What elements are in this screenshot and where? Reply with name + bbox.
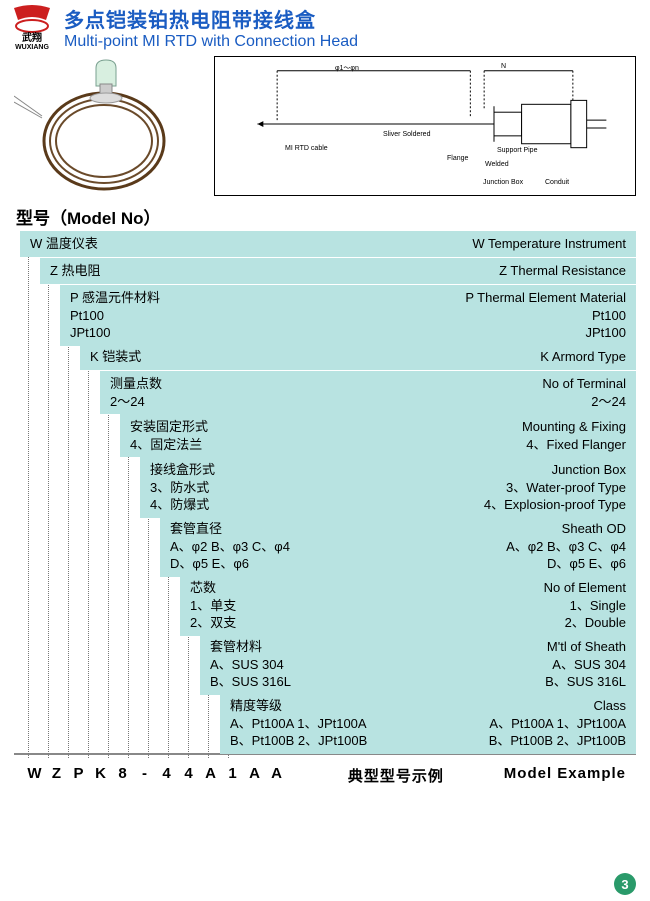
tree-row: 安装固定形式4、固定法兰 Mounting & Fixing4、Fixed Fla…	[14, 414, 636, 454]
tree-block: W 温度仪表 W Temperature Instrument	[20, 231, 636, 257]
block-left-text: 精度等级A、Pt100A 1、JPt100AB、Pt100B 2、JPt100B	[230, 697, 367, 750]
model-breakdown-tree: W 温度仪表 W Temperature Instrument Z 热电阻 Z The…	[0, 231, 650, 790]
block-right-text: M'tl of SheathA、SUS 304B、SUS 316L	[545, 638, 626, 691]
title-en: Multi-point MI RTD with Connection Head	[64, 33, 358, 51]
block-right-text: No of Element1、Single2、Double	[544, 579, 626, 632]
model-code-char: A	[266, 765, 288, 782]
block-left-text: 安装固定形式4、固定法兰	[130, 418, 208, 453]
sch-l5: Junction Box	[483, 179, 523, 186]
sch-l1: MI RTD cable	[285, 145, 328, 152]
model-code-char: P	[68, 765, 90, 782]
model-example-label-cn: 典型型号示例	[348, 765, 444, 786]
tree-row: 套管材料A、SUS 304B、SUS 316L M'tl of SheathA、S…	[14, 634, 636, 690]
tree-block: 套管材料A、SUS 304B、SUS 316L M'tl of SheathA、S…	[200, 634, 636, 695]
block-right-text: Mounting & Fixing4、Fixed Flanger	[522, 418, 626, 453]
model-code-char: 8	[112, 765, 134, 782]
model-code-char: K	[90, 765, 112, 782]
block-left-text: 测量点数2～24	[110, 375, 162, 410]
model-example-label-en: Model Example	[504, 765, 626, 786]
tree-row: K 铠装式 K Armord Type	[14, 344, 636, 368]
model-no-heading: 型号（Model No）	[0, 202, 650, 231]
title-cn: 多点铠装铂热电阻带接线盒	[64, 4, 358, 33]
model-code-char: 4	[156, 765, 178, 782]
block-right-text: K Armord Type	[540, 348, 626, 366]
tree-row: 芯数1、单支2、双支 No of Element1、Single2、Double	[14, 575, 636, 631]
logo: 武翔 WUXIANG	[8, 4, 56, 52]
block-left-text: Z 热电阻	[50, 262, 101, 280]
block-right-text: Sheath ODA、φ2 B、φ3 C、φ4D、φ5 E、φ6	[506, 520, 626, 573]
block-right-text: No of Terminal2～24	[542, 375, 626, 410]
block-right-text: P Thermal Element MaterialPt100JPt100	[465, 289, 626, 342]
sch-l0: Sliver Soldered	[383, 131, 430, 138]
block-right-text: Junction Box3、Water-proof Type4、Explosio…	[484, 461, 626, 514]
block-left-text: 接线盒形式3、防水式4、防爆式	[150, 461, 215, 514]
block-left-text: P 感温元件材料Pt100JPt100	[70, 289, 160, 342]
logo-text-en: WUXIANG	[15, 44, 49, 51]
model-code-char: A	[200, 765, 222, 782]
schematic-diagram: φ1～φn N Sliver Soldered MI RTD cable Fla…	[214, 56, 636, 196]
sch-dim1: φ1～φn	[335, 63, 359, 73]
logo-text-cn: 武翔	[22, 34, 42, 44]
tree-block: P 感温元件材料Pt100JPt100 P Thermal Element Mat…	[60, 285, 636, 346]
model-example-codes: WZPK8-44A1AA	[24, 765, 288, 786]
model-code-char: 1	[222, 765, 244, 782]
sch-l3: Support Pipe	[497, 147, 537, 154]
model-code-char: -	[134, 765, 156, 782]
model-example-row: WZPK8-44A1AA 典型型号示例 Model Example	[14, 753, 636, 790]
block-right-text: ClassA、Pt100A 1、JPt100AB、Pt100B 2、JPt100…	[489, 697, 626, 750]
sch-l4: Welded	[485, 161, 509, 168]
product-photo	[14, 56, 204, 196]
tree-row: 接线盒形式3、防水式4、防爆式 Junction Box3、Water-proof…	[14, 457, 636, 513]
block-left-text: 套管直径A、φ2 B、φ3 C、φ4D、φ5 E、φ6	[170, 520, 290, 573]
tree-block: 套管直径A、φ2 B、φ3 C、φ4D、φ5 E、φ6 Sheath ODA、φ2…	[160, 516, 636, 577]
title-block: 多点铠装铂热电阻带接线盒 Multi-point MI RTD with Con…	[64, 4, 358, 51]
tree-block: K 铠装式 K Armord Type	[80, 344, 636, 370]
tree-row: 套管直径A、φ2 B、φ3 C、φ4D、φ5 E、φ6 Sheath ODA、φ2…	[14, 516, 636, 572]
tree-block: Z 热电阻 Z Thermal Resistance	[40, 258, 636, 284]
tree-row: W 温度仪表 W Temperature Instrument	[14, 231, 636, 255]
tree-block: 芯数1、单支2、双支 No of Element1、Single2、Double	[180, 575, 636, 636]
sch-l6: Conduit	[545, 179, 569, 186]
tree-block: 接线盒形式3、防水式4、防爆式 Junction Box3、Water-proof…	[140, 457, 636, 518]
tree-block: 精度等级A、Pt100A 1、JPt100AB、Pt100B 2、JPt100B…	[220, 693, 636, 754]
page-number-badge: 3	[614, 873, 636, 895]
model-code-char: W	[24, 765, 46, 782]
model-code-char: 4	[178, 765, 200, 782]
tree-row: 精度等级A、Pt100A 1、JPt100AB、Pt100B 2、JPt100B…	[14, 693, 636, 749]
block-left-text: K 铠装式	[90, 348, 141, 366]
tree-row: 测量点数2～24 No of Terminal2～24	[14, 371, 636, 411]
tree-block: 测量点数2～24 No of Terminal2～24	[100, 371, 636, 414]
tree-row: Z 热电阻 Z Thermal Resistance	[14, 258, 636, 282]
block-left-text: 芯数1、单支2、双支	[190, 579, 236, 632]
logo-mark-icon	[12, 4, 52, 34]
block-left-text: W 温度仪表	[30, 235, 98, 253]
block-right-text: Z Thermal Resistance	[499, 262, 626, 280]
sch-dimN: N	[501, 63, 506, 70]
model-code-char: A	[244, 765, 266, 782]
model-code-char: Z	[46, 765, 68, 782]
diagram-row: φ1～φn N Sliver Soldered MI RTD cable Fla…	[0, 54, 650, 202]
block-right-text: W Temperature Instrument	[472, 235, 626, 253]
header: 武翔 WUXIANG 多点铠装铂热电阻带接线盒 Multi-point MI R…	[0, 0, 650, 54]
tree-block: 安装固定形式4、固定法兰 Mounting & Fixing4、Fixed Fla…	[120, 414, 636, 457]
tree-row: P 感温元件材料Pt100JPt100 P Thermal Element Mat…	[14, 285, 636, 341]
sch-l2: Flange	[447, 155, 468, 162]
block-left-text: 套管材料A、SUS 304B、SUS 316L	[210, 638, 291, 691]
